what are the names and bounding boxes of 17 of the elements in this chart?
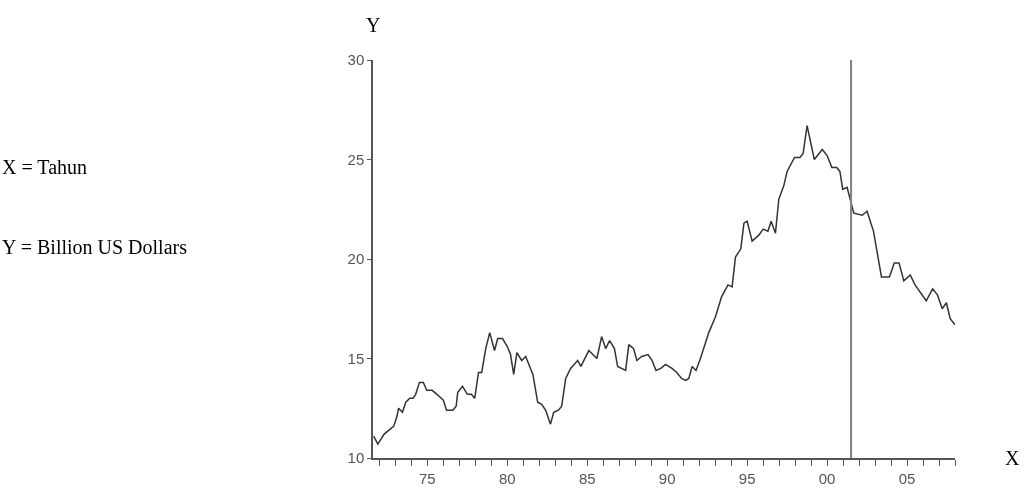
y-tick-label: 25: [347, 150, 365, 168]
x-tick-label: 05: [898, 469, 916, 487]
x-tick-label: 00: [818, 469, 836, 487]
x-tick-label: 85: [578, 469, 596, 487]
x-axis-title: X: [1005, 447, 1020, 469]
y-tick-label: 15: [347, 349, 365, 367]
text: Y = Billion US Dollars: [2, 236, 188, 258]
y-tick-label: 30: [347, 51, 365, 69]
x-tick-label: 90: [658, 469, 676, 487]
y-tick-label: 10: [347, 449, 365, 467]
x-tick-label: 95: [738, 469, 756, 487]
x-tick-label: 75: [419, 469, 436, 487]
x-tick-label: 80: [498, 469, 516, 487]
text: X = Tahun: [2, 156, 88, 178]
line-series: [373, 124, 955, 445]
y-axis-title: Y: [366, 14, 381, 36]
y-tick-label: 20: [347, 250, 365, 268]
